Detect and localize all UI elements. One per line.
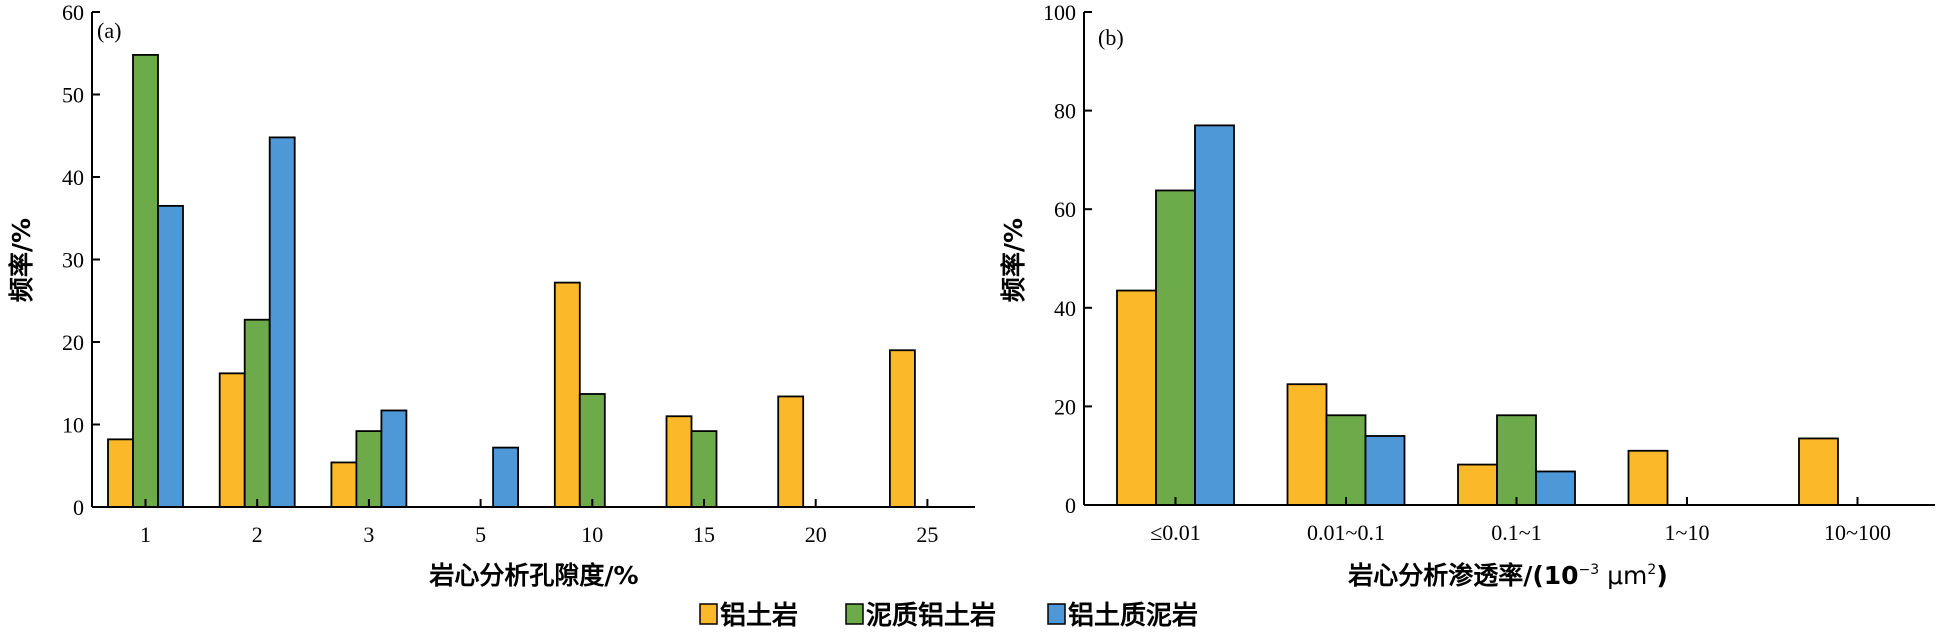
legend-label-bauxitic-mudstone: 铝土质泥岩 — [1068, 601, 1198, 631]
y-tick-label-a-0: 0 — [73, 495, 84, 520]
x-tick-label-b-1: 0.01~0.1 — [1307, 520, 1385, 545]
x-tick-label-b-3: 1~10 — [1665, 520, 1710, 545]
x-axis-label-b-unit: μm — [1599, 561, 1647, 590]
bar-a-bauxitic-mudstone-0 — [157, 204, 184, 508]
bar-a-bauxite-7 — [889, 349, 916, 508]
legend-label-bauxite: 铝土岩 — [720, 601, 798, 631]
bar-b-bauxite-0 — [1116, 289, 1157, 506]
panel-a: 0 10 20 30 40 50 60 1 2 3 5 10 15 20 25 (a) 岩心分析孔隙度/%… — [7, 0, 975, 590]
panel-label-a: (a) — [97, 18, 121, 43]
bar-a-bauxite-2 — [330, 461, 358, 508]
y-axis-label-b: 频率/% — [999, 218, 1028, 302]
y-tick-label-b-2: 40 — [1054, 296, 1076, 321]
x-axis-label-b-unit-sup: 2 — [1647, 562, 1656, 578]
y-tick-label-a-2: 20 — [62, 330, 84, 355]
bar-a-bauxite-6 — [777, 395, 805, 508]
bar-b-bauxite-2 — [1457, 463, 1498, 506]
bar-b-bauxite-1 — [1286, 383, 1328, 506]
x-tick-label-a-2: 3 — [363, 522, 374, 547]
y-tick-label-b-0: 0 — [1065, 493, 1076, 518]
panel-label-b: (b) — [1098, 25, 1124, 50]
x-axis-label-a: 岩心分析孔隙度/% — [428, 561, 638, 590]
y-tick-label-b-3: 60 — [1054, 197, 1076, 222]
bars-a — [107, 54, 916, 508]
bar-a-bauxite-0 — [107, 438, 134, 508]
y-tick-label-a-1: 10 — [62, 413, 84, 438]
x-tick-label-a-0: 1 — [140, 522, 151, 547]
panel-b: 0 20 40 60 80 100 ≤0.01 0.01~0.1 0.1~1 1~10 10~10… — [999, 0, 1935, 590]
y-tick-label-b-5: 100 — [1043, 0, 1076, 25]
bar-b-bauxite-3 — [1627, 449, 1669, 506]
y-tick-label-b-1: 20 — [1054, 394, 1076, 419]
bar-a-muddy-bauxite-2 — [355, 430, 383, 508]
x-axis-label-b-close: ) — [1656, 561, 1667, 590]
y-tick-label-a-5: 50 — [62, 83, 84, 108]
bar-b-muddy-bauxite-1 — [1325, 414, 1367, 506]
bar-a-bauxitic-mudstone-3 — [492, 446, 520, 508]
bar-a-muddy-bauxite-0 — [132, 54, 159, 508]
legend-swatch-muddy-bauxite — [845, 603, 864, 625]
bar-a-bauxitic-mudstone-1 — [268, 136, 296, 508]
bar-a-muddy-bauxite-5 — [690, 430, 718, 508]
bar-a-muddy-bauxite-4 — [578, 393, 606, 508]
x-tick-label-b-2: 0.1~1 — [1491, 520, 1541, 545]
bar-b-bauxitic-mudstone-1 — [1364, 435, 1406, 506]
bar-b-muddy-bauxite-0 — [1155, 189, 1196, 506]
x-tick-label-a-6: 20 — [805, 522, 827, 547]
x-axis-label-b-main: 岩心分析渗透率/(10 — [1347, 561, 1578, 590]
x-ticks-b: ≤0.01 0.01~0.1 0.1~1 1~10 10~100 — [1150, 497, 1891, 545]
y-tick-label-b-4: 80 — [1054, 99, 1076, 124]
x-tick-label-b-0: ≤0.01 — [1150, 520, 1201, 545]
y-tick-label-a-4: 40 — [62, 165, 84, 190]
y-ticks-b: 0 20 40 60 80 100 — [1043, 0, 1092, 518]
x-ticks-a: 1 2 3 5 10 15 20 25 — [140, 499, 938, 547]
legend-label-muddy-bauxite: 泥质铝土岩 — [866, 601, 996, 631]
bar-a-bauxite-4 — [553, 281, 581, 508]
x-axis-label-b: 岩心分析渗透率/(10−3 μm2) — [1347, 561, 1668, 590]
x-tick-label-a-4: 10 — [581, 522, 603, 547]
legend-swatch-bauxitic-mudstone — [1047, 603, 1066, 625]
y-axis-label-a: 频率/% — [7, 218, 36, 302]
bar-a-muddy-bauxite-1 — [243, 318, 271, 508]
x-tick-label-a-1: 2 — [252, 522, 263, 547]
bar-b-bauxite-4 — [1798, 437, 1839, 506]
bar-a-bauxite-1 — [218, 372, 246, 508]
bars-b — [1116, 124, 1839, 506]
bar-a-bauxite-5 — [665, 415, 693, 508]
bar-a-bauxitic-mudstone-2 — [380, 409, 408, 508]
x-tick-label-b-4: 10~100 — [1824, 520, 1891, 545]
x-axis-label-b-sup: −3 — [1579, 562, 1600, 578]
x-tick-label-a-3: 5 — [475, 522, 486, 547]
y-tick-label-a-3: 30 — [62, 248, 84, 273]
x-tick-label-a-7: 25 — [916, 522, 938, 547]
y-ticks-a: 0 10 20 30 40 50 60 — [62, 0, 100, 520]
y-tick-label-a-6: 60 — [62, 0, 84, 25]
x-tick-label-a-5: 15 — [693, 522, 715, 547]
bar-b-bauxitic-mudstone-0 — [1194, 124, 1235, 506]
legend: 铝土岩 泥质铝土岩 铝土质泥岩 — [699, 601, 1198, 631]
legend-swatch-bauxite — [699, 603, 718, 625]
bar-b-muddy-bauxite-2 — [1496, 414, 1537, 506]
bar-b-bauxitic-mudstone-2 — [1535, 470, 1576, 506]
